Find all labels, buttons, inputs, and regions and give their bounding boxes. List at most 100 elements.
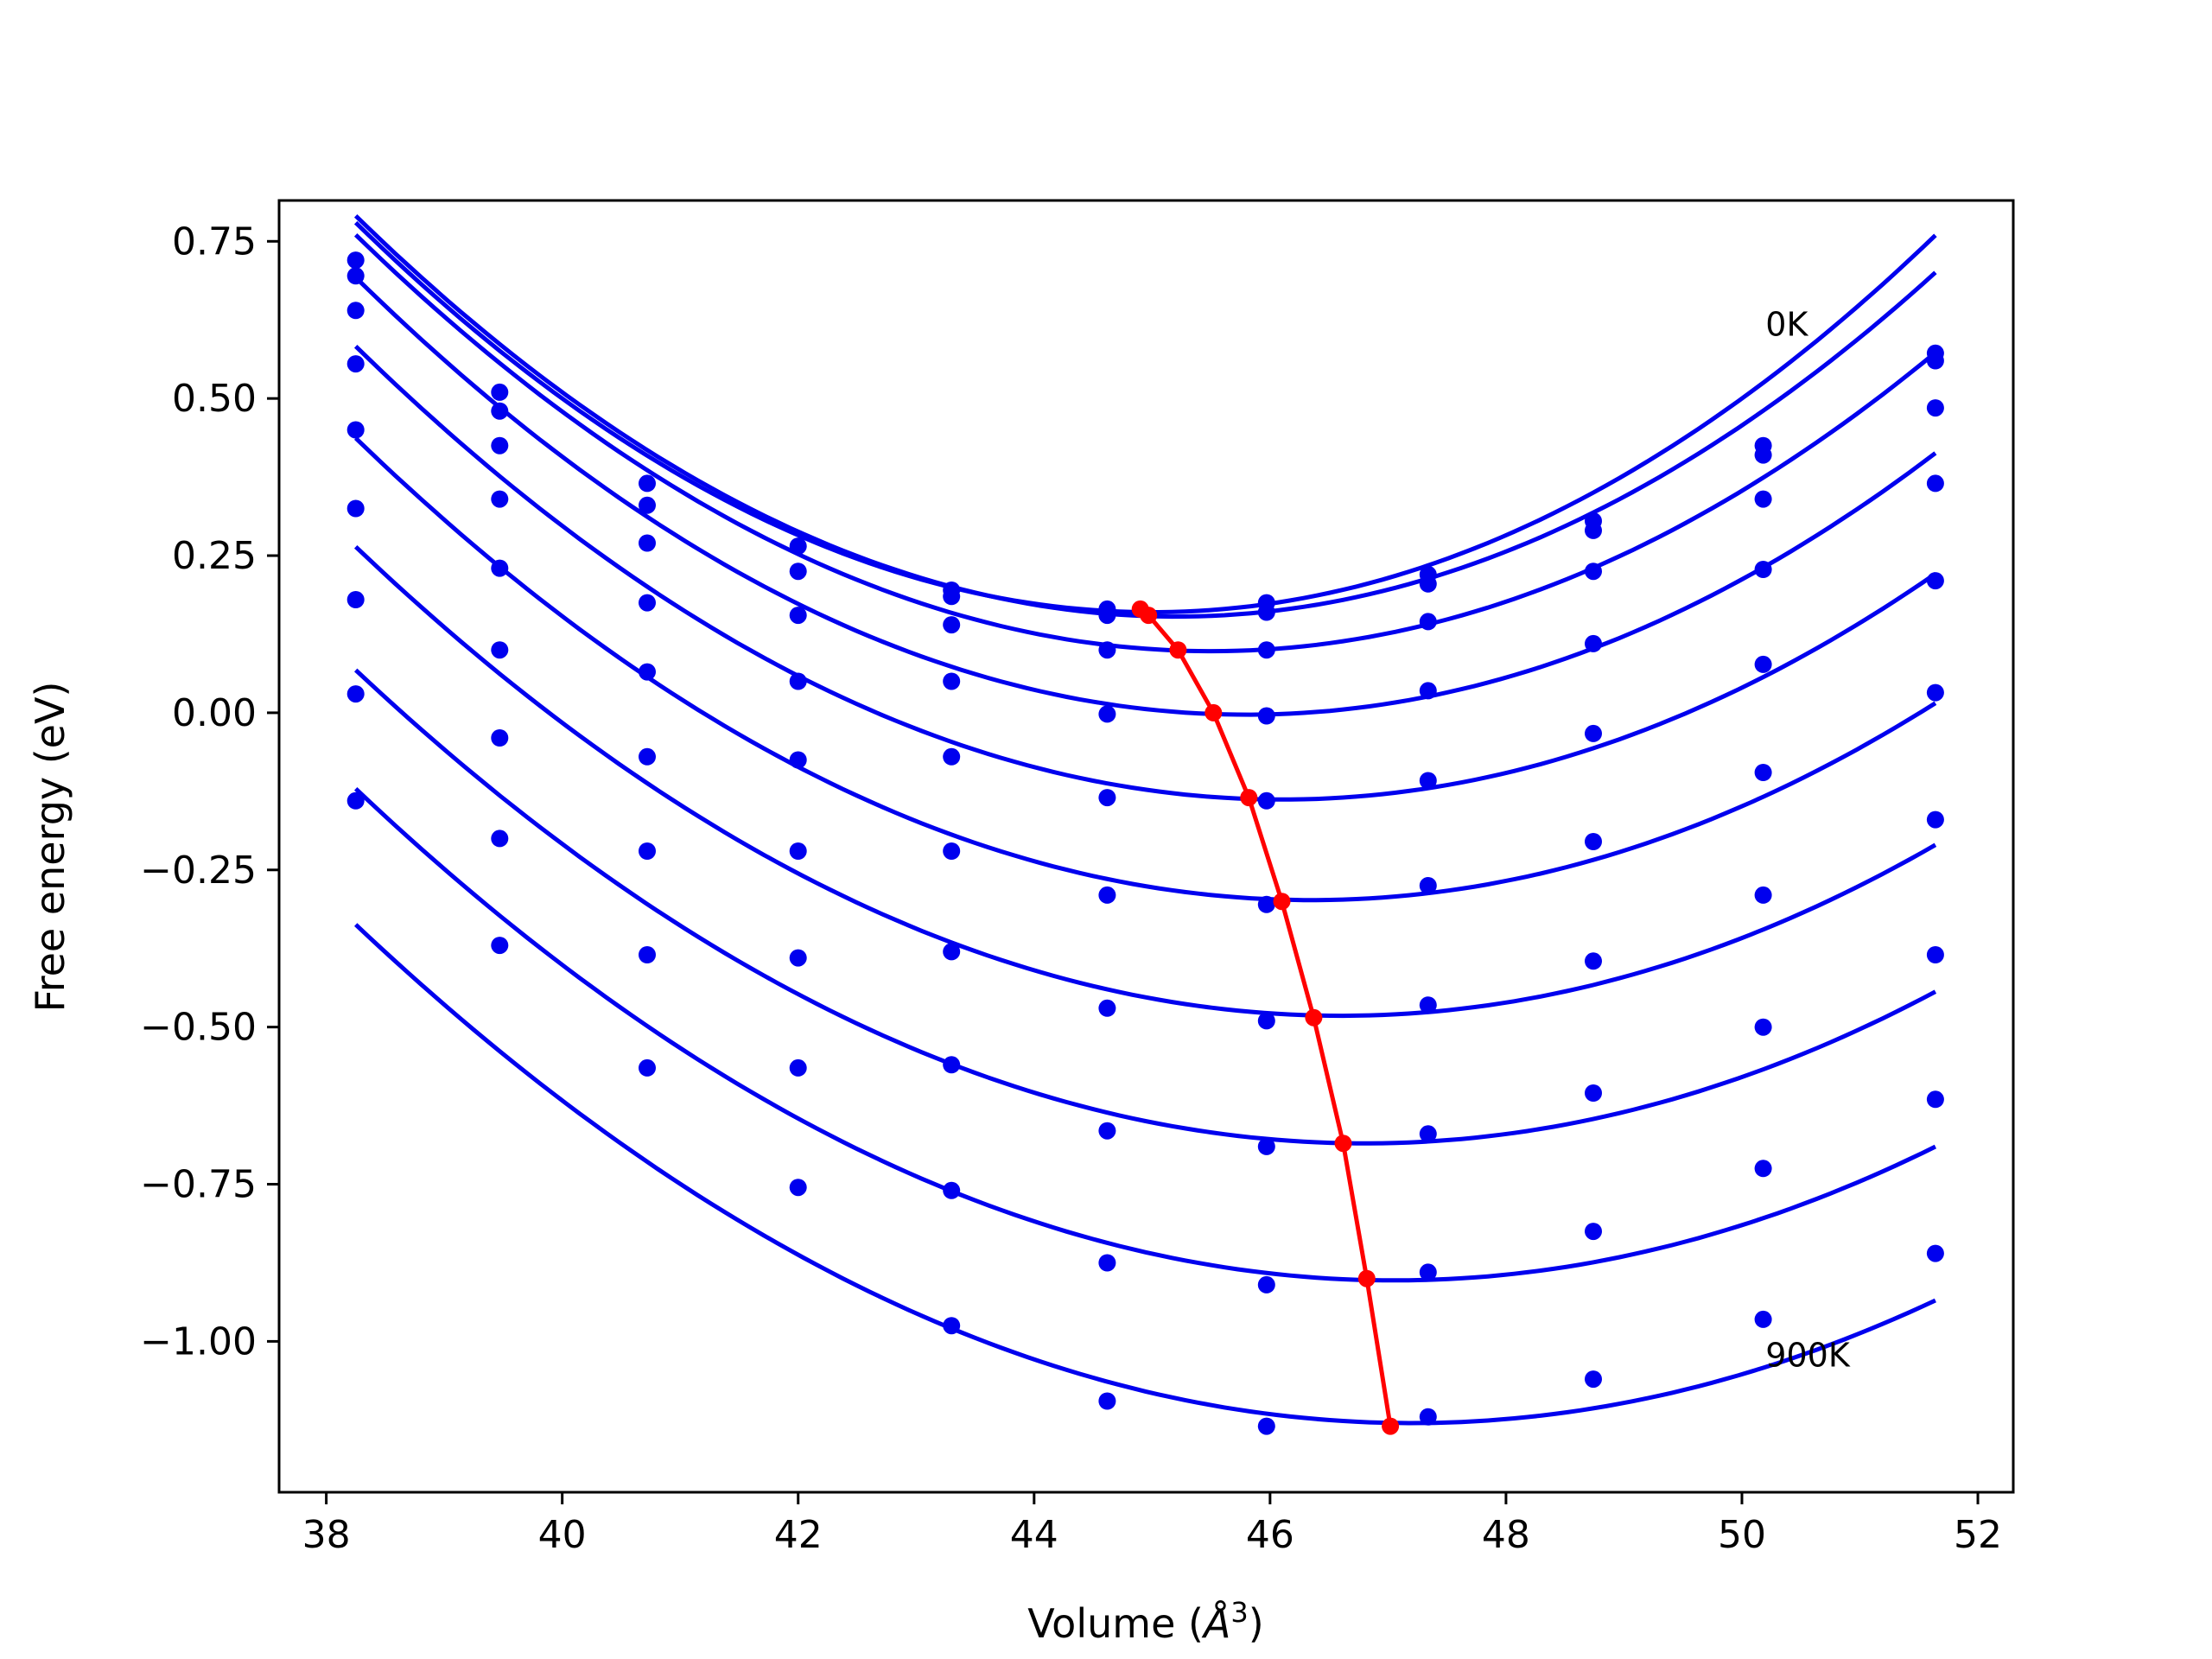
data-point <box>943 842 961 860</box>
data-point <box>346 251 365 270</box>
data-point <box>1754 490 1772 508</box>
data-point <box>346 499 365 518</box>
data-point <box>639 842 656 860</box>
data-point <box>1585 563 1602 581</box>
data-point <box>789 751 807 769</box>
data-point <box>1098 999 1116 1017</box>
minimum-point <box>1169 641 1187 659</box>
data-point <box>1257 1275 1275 1294</box>
data-point <box>1419 1125 1437 1143</box>
minimum-point <box>1305 1008 1323 1027</box>
data-point <box>1585 1370 1602 1389</box>
data-point <box>1585 952 1602 970</box>
data-point <box>1419 1263 1437 1281</box>
data-point <box>1754 886 1772 904</box>
data-point <box>943 1317 961 1335</box>
y-tick-label: 0.50 <box>172 377 257 421</box>
data-point <box>1926 810 1944 829</box>
data-point <box>639 594 656 612</box>
data-point <box>1926 352 1944 370</box>
fit-curve-6 <box>353 544 1937 1019</box>
fit-curve-9 <box>353 923 1936 1426</box>
data-point <box>1419 996 1437 1014</box>
data-point <box>789 1058 807 1077</box>
data-point <box>1419 613 1437 631</box>
data-point <box>1257 603 1275 621</box>
data-point <box>1098 886 1116 904</box>
annotations: 0K 900K <box>1765 305 1851 1374</box>
y-tick-label: −0.25 <box>140 849 257 893</box>
data-point <box>1585 521 1602 539</box>
data-point <box>491 641 509 659</box>
x-axis-ticks: 38 40 42 44 46 48 50 52 <box>302 1492 2002 1557</box>
data-point <box>1419 575 1437 593</box>
data-point <box>1098 607 1116 625</box>
data-point <box>789 1179 807 1197</box>
data-point <box>346 685 365 703</box>
data-point <box>1754 1310 1772 1328</box>
data-point <box>1257 707 1275 725</box>
data-point <box>789 842 807 860</box>
data-point <box>789 607 807 625</box>
data-point <box>1257 895 1275 913</box>
y-tick-label: −0.75 <box>140 1163 257 1207</box>
x-tick-label: 42 <box>774 1513 823 1557</box>
data-point <box>491 383 509 401</box>
data-point <box>1926 572 1944 590</box>
data-point <box>1098 1392 1116 1410</box>
data-point <box>346 791 365 810</box>
x-tick-label: 44 <box>1010 1513 1058 1557</box>
data-point <box>491 490 509 508</box>
x-tick-label: 40 <box>538 1513 587 1557</box>
fit-curve-2 <box>353 232 1937 654</box>
data-point <box>346 591 365 608</box>
x-axis-label: Volume (Å3) <box>1027 1596 1263 1647</box>
data-point <box>346 355 365 373</box>
fit-curve-8 <box>353 786 1937 1283</box>
data-point <box>1419 1408 1437 1426</box>
fit-curve-4 <box>353 345 1937 802</box>
data-point <box>789 672 807 690</box>
data-point <box>491 559 509 577</box>
data-point <box>1098 641 1116 659</box>
data-point <box>943 616 961 634</box>
data-point <box>943 747 961 766</box>
data-point <box>1926 474 1944 493</box>
data-point <box>943 672 961 690</box>
data-point <box>1926 946 1944 963</box>
data-point <box>943 588 961 606</box>
y-tick-label: −1.00 <box>140 1319 257 1363</box>
data-point <box>639 747 656 766</box>
annotation-label: 900K <box>1765 1337 1851 1375</box>
data-point <box>789 949 807 967</box>
minimum-point <box>1273 893 1291 911</box>
data-point <box>491 729 509 747</box>
data-point <box>1585 1223 1602 1241</box>
data-point <box>346 421 365 439</box>
fit-curve-7 <box>353 668 1937 1146</box>
data-point <box>943 1056 961 1074</box>
data-point <box>789 563 807 581</box>
data-point <box>1257 1417 1275 1435</box>
y-tick-label: 0.75 <box>172 219 257 264</box>
data-point <box>1754 446 1772 464</box>
data-point <box>1098 1122 1116 1140</box>
data-point <box>1585 724 1602 742</box>
y-tick-label: 0.00 <box>172 691 257 735</box>
minimum-point <box>1382 1417 1400 1435</box>
data-point <box>1098 789 1116 807</box>
minima-path <box>1139 607 1393 1427</box>
data-point <box>943 943 961 961</box>
x-tick-label: 48 <box>1482 1513 1530 1557</box>
data-point <box>1754 1160 1772 1178</box>
data-point <box>1419 772 1437 790</box>
annotation-label: 0K <box>1765 305 1808 343</box>
data-point <box>1257 791 1275 810</box>
data-point <box>1926 1090 1944 1109</box>
x-tick-label: 52 <box>1954 1513 2002 1557</box>
data-point <box>1754 1018 1772 1036</box>
data-point <box>1926 1244 1944 1262</box>
data-point <box>639 1058 656 1077</box>
fit-curve-5 <box>353 436 1937 903</box>
